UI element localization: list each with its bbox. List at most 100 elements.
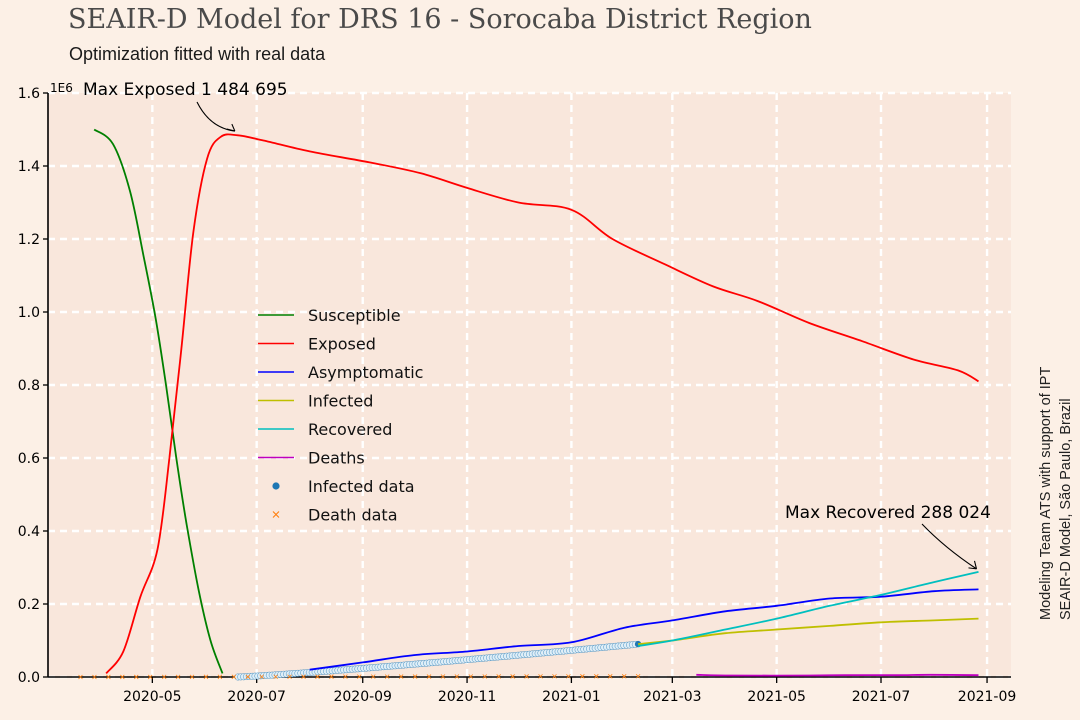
legend-item-susceptible: Susceptible xyxy=(258,306,401,325)
death-data-point xyxy=(329,674,334,679)
infected-data-series xyxy=(78,640,642,681)
series-line-susceptible xyxy=(93,128,224,674)
death-data-point xyxy=(426,674,432,679)
death-data-point xyxy=(552,674,557,679)
annotations: Max Exposed 1 484 695 Max Recovered 288 0… xyxy=(83,80,991,570)
death-data-point xyxy=(175,674,181,680)
death-data-point xyxy=(440,674,446,679)
death-data-point xyxy=(510,674,515,679)
death-data-point xyxy=(301,674,306,679)
death-data-point xyxy=(357,674,362,679)
series-line-exposed xyxy=(105,133,979,674)
legend-label: Infected xyxy=(308,392,373,411)
y-scale-label: 1E6 xyxy=(50,81,73,95)
x-tick-label: 2020-09 xyxy=(333,689,392,705)
x-tick-label: 2021-05 xyxy=(747,689,806,705)
y-tick-label: 1.4 xyxy=(18,159,40,175)
x-tick-label: 2020-07 xyxy=(227,689,286,705)
y-tick-label: 1.0 xyxy=(18,305,40,321)
series-line-recovered xyxy=(637,571,979,647)
death-data-point xyxy=(538,674,543,679)
x-axis: 2020-05 2020-07 2020-09 2020-11 2021-01 2021-… xyxy=(48,676,1017,705)
legend-label: Exposed xyxy=(308,335,376,354)
death-data-point xyxy=(161,674,167,680)
legend-label: Recovered xyxy=(308,420,392,439)
max-recovered-label: Max Recovered 288 024 xyxy=(785,503,991,523)
x-tick-label: 2021-09 xyxy=(958,689,1017,705)
chart-title: SEAIR-D Model for DRS 16 - Sorocaba Dist… xyxy=(68,4,812,35)
death-data-point xyxy=(315,674,320,679)
death-data-point xyxy=(78,674,83,680)
y-tick-label: 0.8 xyxy=(18,378,40,394)
max-exposed-label: Max Exposed 1 484 695 xyxy=(83,80,288,100)
legend-item-infected-data: Infected data xyxy=(272,477,415,496)
x-tick-label: 2021-07 xyxy=(852,689,911,705)
death-data-point xyxy=(92,674,97,680)
legend-item-deaths: Deaths xyxy=(258,449,365,468)
x-tick-label: 2021-03 xyxy=(643,689,702,705)
death-data-point xyxy=(231,674,237,680)
death-data-point xyxy=(454,674,460,679)
y-tick-label: 0.4 xyxy=(18,524,40,540)
legend-item-death-data: Death data xyxy=(272,506,398,525)
death-data-point xyxy=(496,674,501,679)
series-line-asymptomatic xyxy=(309,588,979,671)
y-tick-label: 0.2 xyxy=(18,597,40,613)
chart-subtitle: Optimization fitted with real data xyxy=(69,44,326,64)
y-tick-label: 0.0 xyxy=(18,670,40,686)
death-data-point xyxy=(370,674,376,679)
death-data-point xyxy=(607,674,613,679)
death-data-point xyxy=(621,674,627,679)
max-exposed-arrowhead xyxy=(226,123,236,132)
credits-line-2: SEAIR-D Model, São Paulo, Brazil xyxy=(1058,398,1074,620)
legend-label: Deaths xyxy=(308,449,365,468)
y-axis: 0.0 0.2 0.4 0.6 0.8 1.0 1.2 1.4 1.6 xyxy=(18,86,49,686)
y-tick-label: 0.6 xyxy=(18,451,40,467)
series-line-deaths xyxy=(696,673,979,677)
death-data-point xyxy=(468,674,474,679)
y-tick-label: 1.2 xyxy=(18,232,40,248)
death-data-point xyxy=(273,674,278,680)
legend-marker xyxy=(272,511,280,518)
y-tick-label: 1.6 xyxy=(18,86,40,102)
death-data-point xyxy=(566,674,571,679)
credits: Modeling Team ATS with support of IPT SE… xyxy=(1036,367,1076,620)
legend-item-recovered: Recovered xyxy=(258,420,392,439)
death-data-point xyxy=(580,674,585,679)
x-tick-label: 2020-05 xyxy=(123,689,182,705)
grid xyxy=(48,91,1011,679)
legend-label: Death data xyxy=(308,506,398,525)
death-data-point xyxy=(343,674,348,679)
legend-item-exposed: Exposed xyxy=(258,335,376,354)
death-data-point xyxy=(189,674,195,680)
death-data-point xyxy=(120,674,125,680)
death-data-point xyxy=(259,674,265,680)
death-data-point xyxy=(594,674,599,679)
death-data-point xyxy=(133,674,139,680)
death-data-point xyxy=(287,674,292,680)
x-tick-label: 2020-11 xyxy=(438,689,497,705)
credits-line-1: Modeling Team ATS with support of IPT xyxy=(1038,366,1054,620)
legend-label: Asymptomatic xyxy=(308,363,423,382)
death-data-point xyxy=(106,674,111,680)
legend-label: Infected data xyxy=(308,477,415,496)
death-data-point xyxy=(482,674,488,679)
max-recovered-arrow xyxy=(921,523,977,570)
death-data-point xyxy=(398,674,404,679)
death-data-point xyxy=(245,674,251,680)
death-data-point xyxy=(384,674,390,679)
max-recovered-arrowhead xyxy=(968,560,978,570)
legend-label: Susceptible xyxy=(308,306,401,325)
death-data-point xyxy=(203,674,209,680)
death-data-point xyxy=(635,673,641,679)
legend-item-asymptomatic: Asymptomatic xyxy=(258,363,423,382)
x-tick-label: 2021-01 xyxy=(542,689,601,705)
death-data-point xyxy=(412,674,418,679)
model-series xyxy=(93,128,979,677)
legend-item-infected: Infected xyxy=(258,392,373,411)
legend: Susceptible Exposed Asymptomatic Infected Re… xyxy=(258,306,423,525)
legend-marker xyxy=(272,482,280,490)
death-data-point xyxy=(147,674,153,680)
death-data-point xyxy=(217,674,223,680)
